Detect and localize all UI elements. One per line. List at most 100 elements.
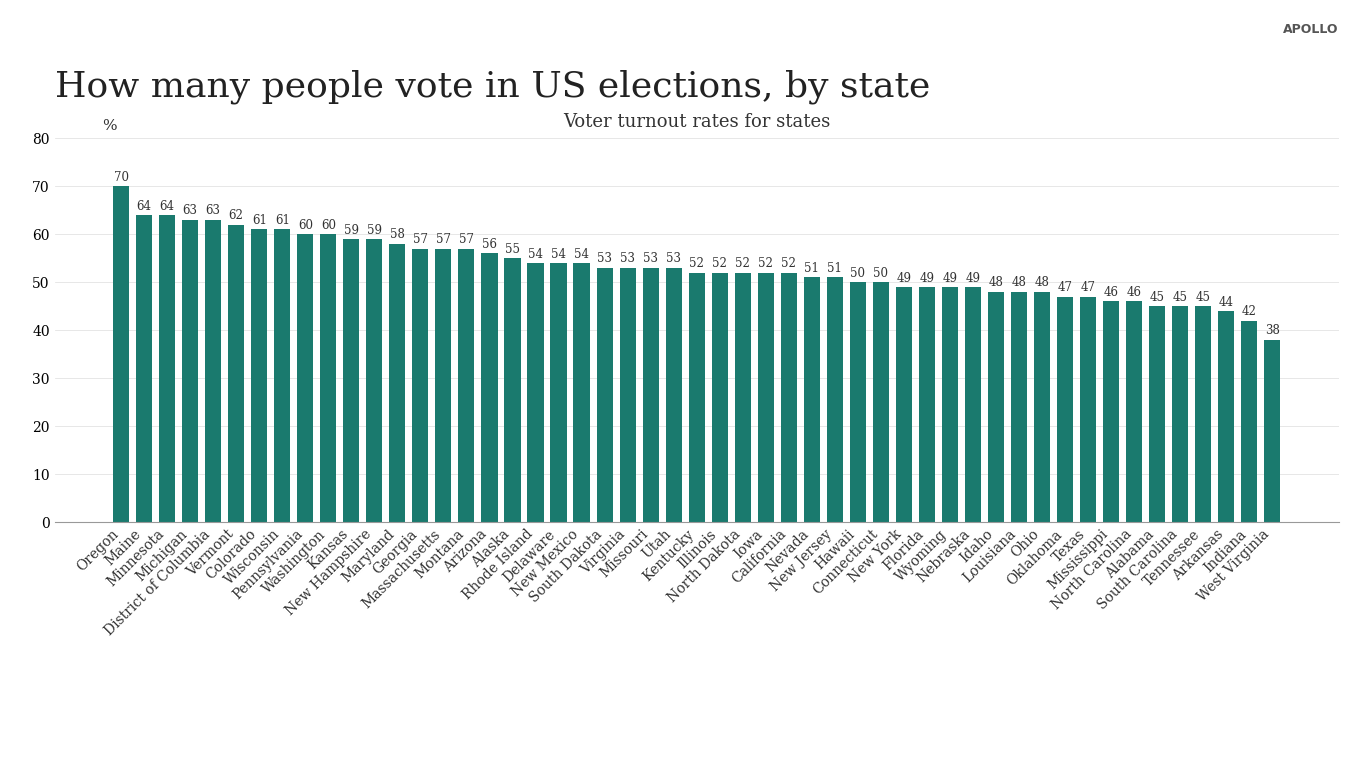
- Bar: [320, 234, 336, 522]
- Bar: [459, 249, 474, 522]
- Bar: [251, 230, 268, 522]
- Text: 52: 52: [712, 257, 727, 270]
- Bar: [343, 239, 359, 522]
- Text: How many people vote in US elections, by state: How many people vote in US elections, by…: [55, 69, 930, 104]
- Text: 49: 49: [966, 272, 981, 285]
- Bar: [205, 220, 221, 522]
- Bar: [896, 287, 912, 522]
- Text: 53: 53: [643, 253, 658, 266]
- Text: 53: 53: [620, 253, 635, 266]
- Bar: [1149, 306, 1165, 522]
- Text: 38: 38: [1265, 324, 1280, 337]
- Bar: [919, 287, 934, 522]
- Text: 44: 44: [1218, 296, 1233, 309]
- Text: 53: 53: [667, 253, 682, 266]
- Bar: [158, 215, 175, 522]
- Bar: [642, 268, 658, 522]
- Text: 45: 45: [1172, 291, 1187, 304]
- Bar: [436, 249, 451, 522]
- Text: 52: 52: [781, 257, 796, 270]
- Text: 60: 60: [298, 219, 313, 232]
- Text: %: %: [102, 120, 117, 134]
- Text: 53: 53: [597, 253, 612, 266]
- Bar: [481, 253, 497, 522]
- Bar: [1057, 296, 1074, 522]
- Text: 56: 56: [482, 238, 497, 251]
- Text: 45: 45: [1195, 291, 1210, 304]
- Text: 49: 49: [896, 272, 911, 285]
- Text: 59: 59: [367, 223, 382, 237]
- Text: 48: 48: [1012, 276, 1026, 290]
- Text: 45: 45: [1150, 291, 1165, 304]
- Bar: [504, 258, 520, 522]
- Bar: [597, 268, 612, 522]
- Text: 51: 51: [828, 262, 843, 275]
- Bar: [275, 230, 291, 522]
- Text: 57: 57: [413, 233, 428, 247]
- Bar: [1034, 292, 1050, 522]
- Bar: [665, 268, 682, 522]
- Text: 64: 64: [137, 200, 152, 213]
- Text: 70: 70: [113, 170, 128, 184]
- Bar: [1195, 306, 1212, 522]
- Text: 57: 57: [436, 233, 451, 247]
- Text: 47: 47: [1057, 281, 1072, 294]
- Bar: [527, 263, 544, 522]
- Bar: [1126, 301, 1142, 522]
- Text: 57: 57: [459, 233, 474, 247]
- Bar: [688, 273, 705, 522]
- Text: 63: 63: [206, 204, 221, 217]
- Bar: [712, 273, 728, 522]
- Bar: [574, 263, 590, 522]
- Bar: [113, 187, 130, 522]
- Text: 51: 51: [805, 262, 820, 275]
- Text: 60: 60: [321, 219, 336, 232]
- Text: 48: 48: [989, 276, 1004, 290]
- Text: 59: 59: [344, 223, 359, 237]
- Text: 54: 54: [574, 247, 589, 260]
- Bar: [943, 287, 958, 522]
- Text: 50: 50: [850, 266, 865, 280]
- Bar: [826, 277, 843, 522]
- Text: APOLLO: APOLLO: [1283, 23, 1339, 36]
- Bar: [228, 224, 245, 522]
- Bar: [1081, 296, 1096, 522]
- Bar: [1011, 292, 1027, 522]
- Bar: [735, 273, 751, 522]
- Bar: [550, 263, 567, 522]
- Bar: [182, 220, 198, 522]
- Text: 58: 58: [389, 228, 404, 241]
- Text: 46: 46: [1104, 286, 1119, 299]
- Bar: [298, 234, 313, 522]
- Text: 42: 42: [1242, 305, 1257, 318]
- Text: 48: 48: [1034, 276, 1049, 290]
- Bar: [850, 283, 866, 522]
- Bar: [366, 239, 382, 522]
- Text: 54: 54: [529, 247, 544, 260]
- Bar: [1218, 311, 1235, 522]
- Bar: [803, 277, 820, 522]
- Text: 49: 49: [919, 272, 934, 285]
- Text: 50: 50: [873, 266, 888, 280]
- Text: 61: 61: [275, 214, 290, 227]
- Text: 61: 61: [251, 214, 266, 227]
- Bar: [137, 215, 152, 522]
- Bar: [873, 283, 889, 522]
- Bar: [988, 292, 1004, 522]
- Text: 46: 46: [1127, 286, 1142, 299]
- Text: 62: 62: [228, 209, 243, 222]
- Text: 52: 52: [735, 257, 750, 270]
- Text: 47: 47: [1081, 281, 1096, 294]
- Bar: [781, 273, 796, 522]
- Bar: [413, 249, 429, 522]
- Bar: [964, 287, 981, 522]
- Text: 64: 64: [160, 200, 175, 213]
- Bar: [1102, 301, 1119, 522]
- Bar: [620, 268, 635, 522]
- Text: 52: 52: [690, 257, 703, 270]
- Text: 55: 55: [505, 243, 520, 256]
- Text: 63: 63: [183, 204, 198, 217]
- Text: 52: 52: [758, 257, 773, 270]
- Bar: [1242, 321, 1257, 522]
- Bar: [1264, 339, 1280, 522]
